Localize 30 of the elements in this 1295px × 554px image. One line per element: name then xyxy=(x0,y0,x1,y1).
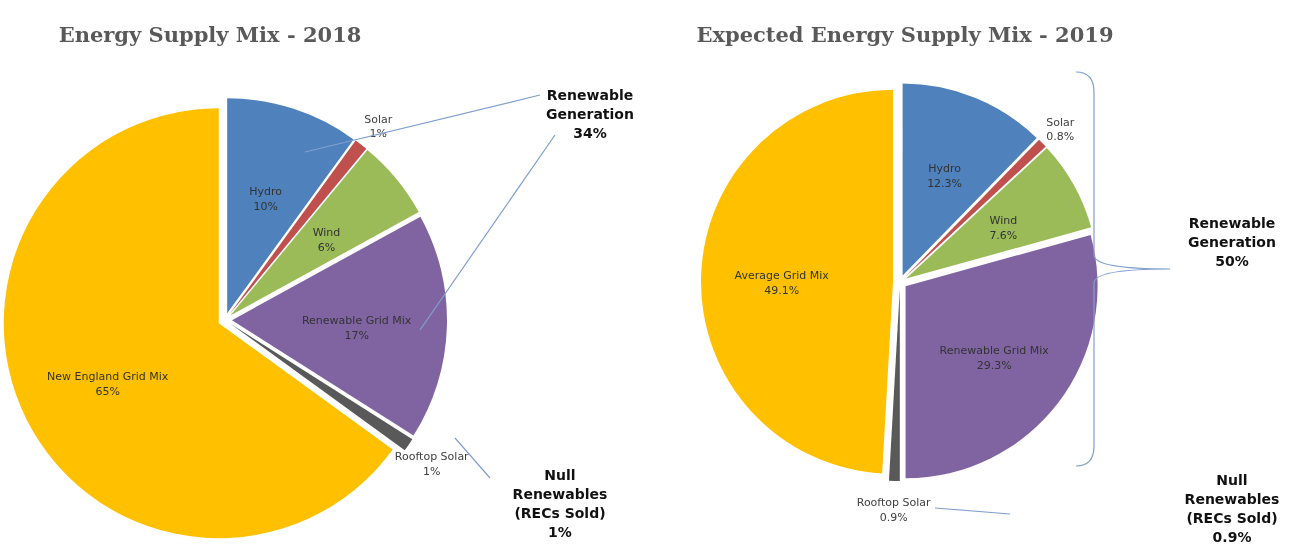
data-label: 49.1% xyxy=(764,283,800,297)
text: Renewable Generation 50% xyxy=(1188,215,1276,269)
text: Null Renewables (RECs Sold) 1% xyxy=(512,467,608,540)
slice-label: Wind xyxy=(989,214,1018,228)
data-label: 12.3% xyxy=(927,177,963,191)
slice-label: Renewable Grid Mix xyxy=(301,314,412,328)
data-label: 7.6% xyxy=(989,229,1018,243)
slice-label: Hydro xyxy=(249,184,283,198)
data-label: 1% xyxy=(423,465,441,479)
slice-label: Solar xyxy=(364,112,393,126)
slice-label: Hydro xyxy=(928,162,962,176)
data-label: 1% xyxy=(369,127,387,141)
data-label: 0.8% xyxy=(1046,130,1075,144)
slice-label: Solar xyxy=(1046,115,1075,129)
slice-label: Renewable Grid Mix xyxy=(939,343,1050,357)
slice-label: Rooftop Solar xyxy=(856,495,932,509)
data-label: 10% xyxy=(253,199,278,213)
slice-label: Rooftop Solar xyxy=(394,450,470,464)
chart-title: Energy Supply Mix - 2018 xyxy=(58,22,362,47)
data-label: 29.3% xyxy=(976,358,1012,372)
slice-label: Wind xyxy=(312,226,341,240)
chart-title: Expected Energy Supply Mix - 2019 xyxy=(696,22,1114,47)
data-label: 65% xyxy=(95,384,120,398)
slice-label: New England Grid Mix xyxy=(47,369,169,383)
text: Renewable Generation 34% xyxy=(546,87,634,141)
slice-label: Average Grid Mix xyxy=(734,268,830,282)
data-label: 0.9% xyxy=(879,510,908,524)
data-label: 6% xyxy=(317,240,336,254)
text: Null Renewables (RECs Sold) 0.9% xyxy=(1184,472,1280,545)
data-label: 17% xyxy=(344,328,369,342)
